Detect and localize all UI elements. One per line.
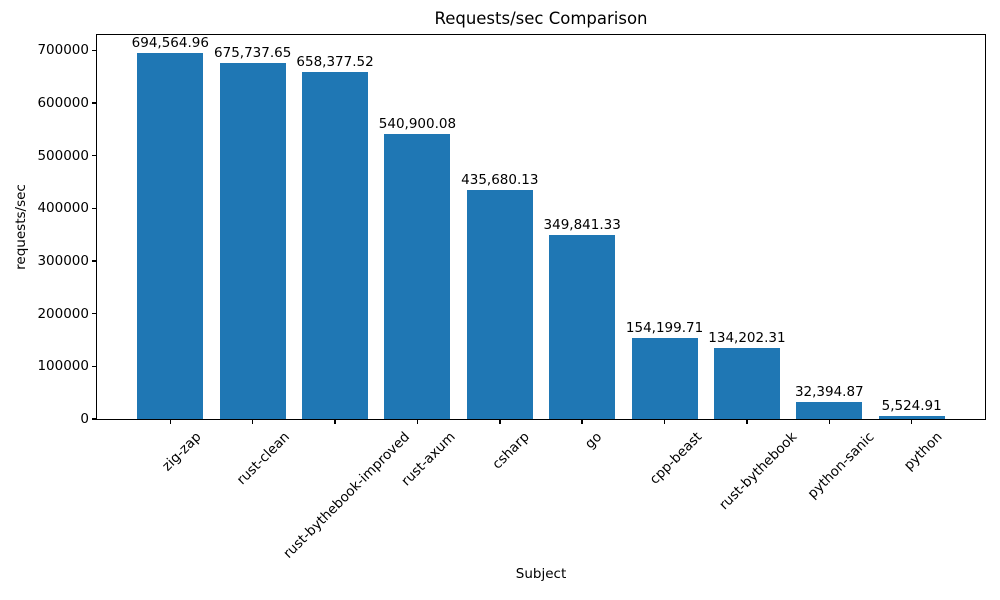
x-tick-label: python xyxy=(900,429,946,474)
bar-value-label: 540,900.08 xyxy=(378,116,457,133)
y-tick-mark xyxy=(92,102,97,104)
x-tick-label: rust-bythebook-improved xyxy=(279,429,413,562)
x-tick-mark xyxy=(334,419,336,424)
x-tick-mark xyxy=(499,419,501,424)
bar-rust-bythebook-improved xyxy=(302,72,368,419)
y-tick-label: 600000 xyxy=(37,95,89,112)
bar-value-label: 5,524.91 xyxy=(881,398,942,415)
y-tick-label: 700000 xyxy=(37,42,89,59)
bar-value-label: 675,737.65 xyxy=(214,45,292,62)
y-tick-label: 200000 xyxy=(37,305,89,322)
y-tick-mark xyxy=(92,418,97,420)
x-tick-mark xyxy=(746,419,748,424)
bar-zig-zap xyxy=(137,53,204,419)
bar-csharp xyxy=(466,189,533,419)
bar-rust-bythebook xyxy=(713,348,780,419)
bar-value-label: 658,377.52 xyxy=(296,54,374,71)
y-tick-label: 500000 xyxy=(37,147,89,164)
x-tick-mark xyxy=(251,419,254,424)
bar-python-sanic xyxy=(796,401,863,419)
y-tick-mark xyxy=(92,154,97,157)
plot-area: 694,564.96 675,737.65 658,377.52 540,900.08… xyxy=(97,35,985,419)
x-axis-label: Subject xyxy=(515,566,567,582)
x-tick-label: csharp xyxy=(489,429,534,473)
bar-rust-clean xyxy=(219,63,286,419)
x-tick-mark xyxy=(169,419,172,424)
x-tick-mark xyxy=(581,419,583,424)
bar-go xyxy=(549,234,616,419)
x-tick-mark xyxy=(828,419,831,424)
x-tick-mark xyxy=(663,419,666,424)
bar-value-label: 154,199.71 xyxy=(625,319,704,336)
x-tick-mark xyxy=(416,419,419,424)
bar-value-label: 349,841.33 xyxy=(543,216,621,233)
y-tick-label: 0 xyxy=(80,411,89,427)
x-tick-label: go xyxy=(581,429,606,453)
y-tick-mark xyxy=(92,49,97,52)
bar-python xyxy=(878,416,945,419)
bar-rust-axum xyxy=(384,134,451,419)
y-tick-mark xyxy=(92,207,97,210)
bar-value-label: 32,394.87 xyxy=(794,383,864,400)
bar-value-label: 435,680.13 xyxy=(461,171,539,188)
y-tick-mark xyxy=(92,312,97,315)
x-tick-label: python-sanic xyxy=(804,429,878,502)
x-tick-mark xyxy=(910,419,913,424)
x-tick-label: cpp-beast xyxy=(646,429,706,488)
y-tick-mark xyxy=(92,260,97,262)
x-tick-label: rust-bythebook xyxy=(716,429,801,514)
y-tick-label: 100000 xyxy=(37,358,89,375)
bar-value-label: 134,202.31 xyxy=(708,330,786,347)
y-tick-label: 400000 xyxy=(37,200,89,217)
y-tick-mark xyxy=(92,365,97,368)
x-tick-label: rust-clean xyxy=(234,429,294,489)
bar-cpp-beast xyxy=(631,337,698,419)
chart-title: Requests/sec Comparison xyxy=(434,9,648,28)
x-tick-label: zig-zap xyxy=(159,429,205,475)
bar-value-label: 694,564.96 xyxy=(131,35,209,52)
y-tick-label: 300000 xyxy=(37,253,89,270)
